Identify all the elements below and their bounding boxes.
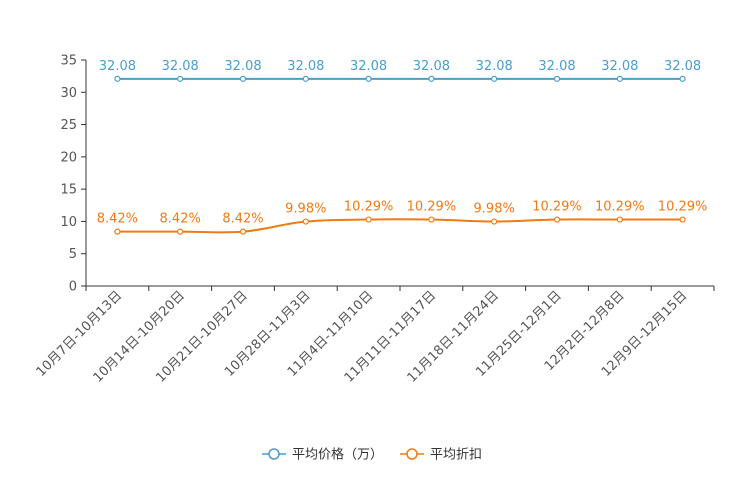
data-label: 8.42% <box>222 212 263 227</box>
legend-item-1[interactable]: 平均折扣 <box>400 448 482 463</box>
data-label: 9.98% <box>285 202 326 217</box>
legend-item-0[interactable]: 平均价格（万） <box>262 447 383 463</box>
data-point[interactable] <box>553 75 561 82</box>
data-point[interactable] <box>177 228 184 235</box>
data-point[interactable] <box>177 75 184 82</box>
data-label: 10.29% <box>658 200 708 215</box>
data-point[interactable] <box>491 218 498 225</box>
series-1: 8.42% 8.42% 8.42% 9.98% 10.29% 10.29% 9.98% 10.… <box>97 200 708 235</box>
data-point[interactable] <box>428 75 435 82</box>
data-point[interactable] <box>239 75 247 82</box>
data-point[interactable] <box>302 218 309 225</box>
data-point[interactable] <box>114 228 121 235</box>
series-0: 32.08 32.08 32.08 32.08 32.08 32.08 32.08 32.08… <box>99 59 701 82</box>
data-point[interactable] <box>365 216 372 223</box>
data-label: 8.42% <box>160 212 201 227</box>
data-label: 32.08 <box>664 59 701 74</box>
data-point[interactable] <box>491 75 498 82</box>
legend-marker-icon <box>406 448 418 460</box>
data-label: 32.08 <box>162 59 199 74</box>
data-label: 32.08 <box>224 59 261 74</box>
data-point[interactable] <box>679 75 686 82</box>
chart-series: 32.08 32.08 32.08 32.08 32.08 32.08 32.08 32.08… <box>97 59 708 235</box>
data-label: 32.08 <box>287 59 324 74</box>
data-label: 8.42% <box>97 212 138 227</box>
data-label: 32.08 <box>350 59 387 74</box>
legend-label: 平均价格（万） <box>292 447 383 463</box>
y-tick-label: 30 <box>60 86 77 101</box>
data-label: 32.08 <box>99 59 136 74</box>
data-point[interactable] <box>365 75 372 82</box>
data-point[interactable] <box>302 75 309 82</box>
data-point[interactable] <box>428 216 435 223</box>
data-point[interactable] <box>679 216 686 223</box>
data-label: 32.08 <box>413 59 450 74</box>
data-label: 10.29% <box>595 200 645 215</box>
y-tick-label: 15 <box>60 183 77 198</box>
data-label: 32.08 <box>476 59 513 74</box>
data-label: 9.98% <box>474 202 515 217</box>
data-point[interactable] <box>616 216 623 223</box>
data-point[interactable] <box>616 75 623 82</box>
data-point[interactable] <box>553 216 561 223</box>
y-tick-label: 5 <box>69 247 77 262</box>
data-label: 10.29% <box>344 200 394 215</box>
y-tick-label: 20 <box>60 150 77 165</box>
y-tick-label: 0 <box>69 280 77 295</box>
data-label: 32.08 <box>601 59 638 74</box>
y-tick-label: 10 <box>60 215 77 230</box>
data-label: 10.29% <box>532 200 582 215</box>
chart-legend[interactable]: 平均价格（万） 平均折扣 <box>262 447 482 463</box>
data-label: 32.08 <box>538 59 575 74</box>
series-line <box>117 218 683 234</box>
legend-marker-icon <box>268 448 280 460</box>
data-point[interactable] <box>114 75 121 82</box>
y-tick-label: 35 <box>60 54 77 69</box>
legend-label: 平均折扣 <box>430 448 482 463</box>
data-label: 10.29% <box>407 200 457 215</box>
data-point[interactable] <box>239 228 247 235</box>
y-tick-label: 25 <box>60 118 77 133</box>
